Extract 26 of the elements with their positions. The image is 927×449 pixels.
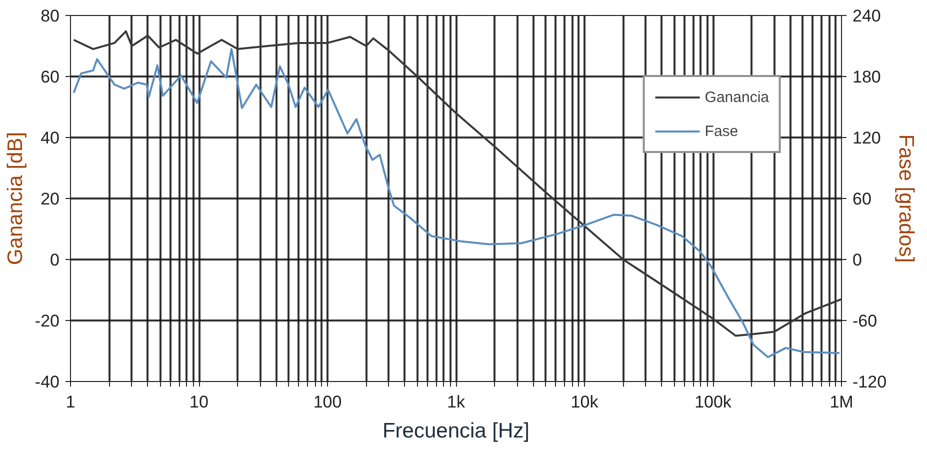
x-axis-title: Frecuencia [Hz] [382, 420, 530, 442]
x-tick-label: 100 [313, 392, 342, 412]
legend-label: Ganancia [704, 88, 769, 106]
legend-label: Fase [704, 122, 738, 140]
y2-tick-label: 240 [852, 6, 881, 26]
x-tick-label: 1M [830, 392, 854, 412]
x-tick-label: 1k [447, 392, 466, 412]
y-tick-label: 20 [40, 190, 60, 208]
y-tick-label: -40 [34, 372, 60, 392]
y2-tick-label: 120 [852, 128, 881, 148]
y2-tick-label: -60 [852, 312, 878, 330]
y2-tick-label: -120 [852, 372, 887, 392]
x-tick-label: 1 [66, 392, 76, 412]
y2-tick-label: 180 [852, 68, 881, 86]
y-tick-label: -20 [34, 312, 60, 330]
y2-axis-title: Fase [grados] [894, 134, 918, 263]
x-tick-label: 100k [694, 392, 732, 412]
y-tick-label: 60 [40, 68, 60, 86]
y-tick-label: 80 [40, 6, 60, 26]
y-tick-label: 40 [40, 128, 60, 148]
y2-tick-label: 0 [852, 250, 862, 270]
x-tick-label: 10k [570, 392, 599, 412]
y-axis-title: Ganancia [dB] [4, 132, 27, 266]
y-tick-label: 0 [50, 250, 60, 270]
y2-tick-label: 60 [852, 190, 872, 208]
x-tick-label: 10 [190, 392, 208, 412]
